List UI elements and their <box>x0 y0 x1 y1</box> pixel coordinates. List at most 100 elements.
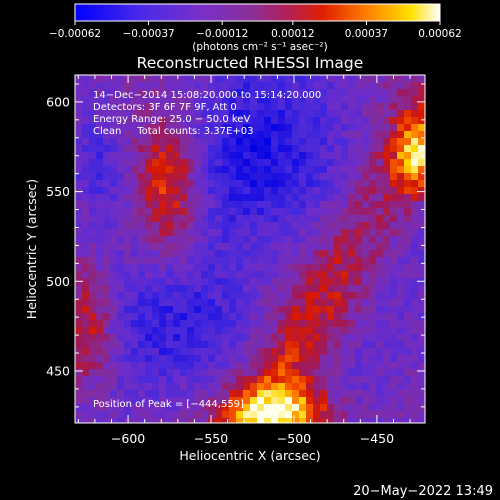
heatmap-cell <box>117 320 125 328</box>
heatmap-cell <box>152 173 160 181</box>
heatmap-cell <box>327 89 335 97</box>
heatmap-cell <box>299 362 307 370</box>
heatmap-cell <box>152 341 160 349</box>
heatmap-cell <box>243 166 251 174</box>
heatmap-cell <box>292 320 300 328</box>
heatmap-cell <box>369 320 377 328</box>
heatmap-cell <box>243 334 251 342</box>
colorbar-gradient <box>74 3 441 22</box>
heatmap-cell <box>103 334 111 342</box>
heatmap-cell <box>348 159 356 167</box>
heatmap-cell <box>348 418 356 423</box>
heatmap-cell <box>383 369 391 377</box>
timestamp: 20−May−2022 13:49 <box>353 484 493 499</box>
heatmap-cell <box>159 334 167 342</box>
heatmap-cell <box>96 341 104 349</box>
heatmap-cell <box>82 222 90 230</box>
heatmap-cell <box>320 201 328 209</box>
heatmap-cell <box>411 348 419 356</box>
heatmap-cell <box>110 75 118 83</box>
heatmap-cell <box>89 271 97 279</box>
heatmap-cell <box>236 390 244 398</box>
heatmap-cell <box>166 264 174 272</box>
heatmap-cell <box>271 117 279 125</box>
heatmap-cell <box>257 208 265 216</box>
heatmap-cell <box>166 285 174 293</box>
heatmap-cell <box>404 404 412 412</box>
heatmap-cell <box>341 96 349 104</box>
heatmap-cell <box>292 152 300 160</box>
heatmap-cell <box>166 355 174 363</box>
heatmap-cell <box>131 131 139 139</box>
heatmap-cell <box>278 152 286 160</box>
heatmap-cell <box>152 166 160 174</box>
heatmap-cell <box>320 131 328 139</box>
heatmap-cell <box>82 173 90 181</box>
heatmap-cell <box>264 208 272 216</box>
heatmap-cell <box>152 201 160 209</box>
heatmap-cell <box>257 383 265 391</box>
heatmap-cell <box>285 159 293 167</box>
heatmap-cell <box>376 229 384 237</box>
heatmap-cell <box>313 313 321 321</box>
heatmap-cell <box>327 194 335 202</box>
heatmap-cell <box>222 404 230 412</box>
heatmap-cell <box>82 131 90 139</box>
heatmap-cell <box>173 397 181 405</box>
heatmap-cell <box>320 89 328 97</box>
heatmap-cell <box>201 390 209 398</box>
heatmap-cell <box>250 89 258 97</box>
heatmap-cell <box>334 82 342 90</box>
heatmap-cell <box>341 222 349 230</box>
heatmap-cell <box>278 376 286 384</box>
heatmap-cell <box>341 355 349 363</box>
heatmap-cell <box>166 180 174 188</box>
heatmap-cell <box>404 110 412 118</box>
heatmap-cell <box>390 180 398 188</box>
heatmap-cell <box>82 383 90 391</box>
heatmap-cell <box>215 89 223 97</box>
heatmap-cell <box>418 208 425 216</box>
heatmap-cell <box>341 208 349 216</box>
heatmap-cell <box>208 166 216 174</box>
heatmap-cell <box>152 75 160 83</box>
heatmap-cell <box>187 320 195 328</box>
heatmap-cell <box>89 397 97 405</box>
heatmap-cell <box>285 82 293 90</box>
heatmap-cell <box>131 208 139 216</box>
heatmap-cell <box>299 159 307 167</box>
heatmap-cell <box>257 376 265 384</box>
heatmap-cell <box>355 201 363 209</box>
heatmap-cell <box>187 152 195 160</box>
heatmap-cell <box>187 264 195 272</box>
heatmap-cell <box>89 75 97 83</box>
heatmap-cell <box>208 110 216 118</box>
heatmap-cell <box>159 138 167 146</box>
heatmap-cell <box>96 411 104 419</box>
heatmap-cell <box>292 306 300 314</box>
heatmap-cell <box>131 82 139 90</box>
heatmap-cell <box>341 404 349 412</box>
heatmap-cell <box>369 236 377 244</box>
heatmap-cell <box>411 222 419 230</box>
heatmap-cell <box>215 236 223 244</box>
heatmap-cell <box>124 327 132 335</box>
heatmap-cell <box>145 194 153 202</box>
heatmap-cell <box>187 369 195 377</box>
heatmap-cell <box>383 187 391 195</box>
heatmap-cell <box>243 292 251 300</box>
heatmap-cell <box>201 173 209 181</box>
heatmap-cell <box>306 222 314 230</box>
heatmap-cell <box>369 285 377 293</box>
heatmap-cell <box>222 180 230 188</box>
heatmap-cell <box>89 355 97 363</box>
heatmap-cell <box>159 299 167 307</box>
heatmap-cell <box>89 194 97 202</box>
heatmap-cell <box>369 222 377 230</box>
heatmap-cell <box>355 187 363 195</box>
heatmap-cell <box>131 362 139 370</box>
heatmap-cell <box>187 313 195 321</box>
heatmap-cell <box>229 236 237 244</box>
heatmap-cell <box>369 348 377 356</box>
